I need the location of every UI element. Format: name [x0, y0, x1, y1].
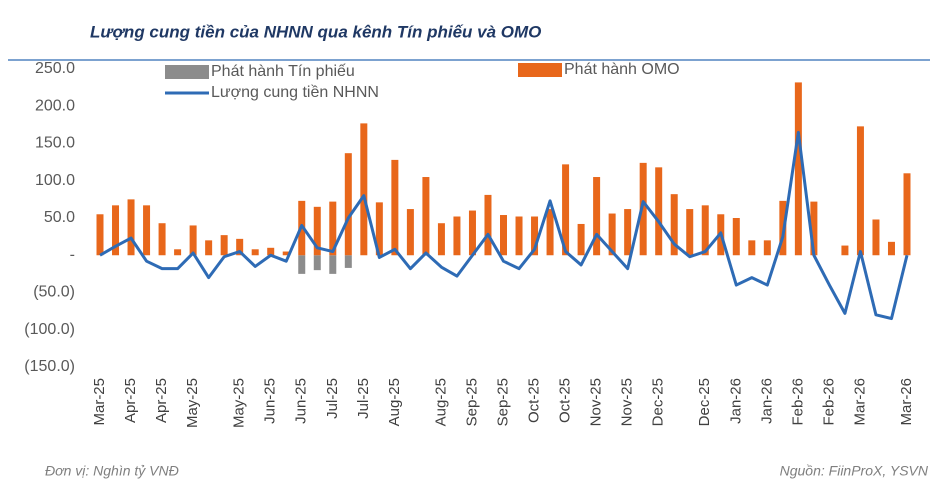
bar: [593, 177, 601, 256]
x-tick-label: May-25: [184, 378, 201, 428]
bar: [500, 215, 507, 256]
y-tick-label: 250.0: [35, 60, 75, 77]
x-tick-label: Oct-25: [526, 378, 543, 423]
bar: [562, 164, 570, 256]
legend-label: Phát hành Tín phiếu: [211, 63, 355, 80]
x-tick-label: Nov-25: [588, 378, 605, 426]
bar: [608, 213, 616, 256]
bar: [189, 225, 197, 256]
bar: [531, 216, 539, 256]
bar: [624, 209, 632, 256]
bar: [251, 249, 259, 256]
bar: [143, 205, 151, 256]
bar: [329, 201, 337, 256]
bar: [329, 255, 337, 274]
bar: [639, 162, 647, 256]
bar: [732, 218, 740, 256]
bar: [344, 255, 352, 268]
source: Nguồn: FiinProX, YSVN: [780, 463, 929, 479]
x-tick-label: Aug-25: [386, 378, 403, 426]
x-tick-label: Mar-26: [851, 378, 868, 426]
x-tick-label: Sep-25: [494, 378, 511, 426]
x-tick-label: Dec-25: [696, 378, 713, 426]
x-tick-label: May-25: [231, 378, 248, 428]
y-tick-label: (50.0): [33, 284, 75, 301]
bar: [391, 159, 399, 256]
bar: [515, 216, 523, 256]
bar: [841, 245, 849, 256]
y-tick-label: 100.0: [35, 172, 75, 189]
bar: [205, 240, 213, 256]
y-tick-label: (100.0): [24, 321, 75, 338]
bar: [810, 201, 818, 256]
bar: [220, 235, 228, 256]
y-tick-label: 50.0: [44, 209, 75, 226]
bar: [670, 194, 678, 256]
x-tick-label: Jan-26: [758, 378, 775, 424]
bar: [360, 123, 368, 256]
x-tick-label: Feb-26: [789, 378, 806, 426]
legend-swatch: [165, 65, 209, 79]
x-tick-label: Apr-25: [122, 378, 139, 423]
x-tick-label: Mar-26: [898, 378, 915, 426]
bar: [453, 216, 461, 256]
x-tick-label: Jun-25: [293, 378, 310, 424]
bar: [655, 167, 663, 256]
bar: [96, 214, 104, 256]
bar: [887, 241, 895, 256]
legend-label: Lượng cung tiền NHNN: [211, 84, 379, 101]
bar: [686, 209, 694, 256]
bar: [468, 210, 476, 256]
y-tick-label: 200.0: [35, 97, 75, 114]
bar: [112, 205, 120, 256]
bar: [282, 251, 290, 256]
bar: [344, 153, 352, 256]
x-tick-label: Apr-25: [153, 378, 170, 423]
bar: [236, 238, 244, 256]
bar: [375, 202, 383, 256]
bar: [748, 240, 756, 256]
chart-title: Lượng cung tiền của NHNN qua kênh Tín ph…: [90, 22, 541, 41]
x-tick-label: Jul-25: [355, 378, 372, 419]
bar: [437, 223, 445, 256]
x-tick-label: Jul-25: [324, 378, 341, 419]
x-tick-label: Oct-25: [557, 378, 574, 423]
x-tick-label: Mar-25: [91, 378, 108, 426]
bar: [313, 255, 321, 271]
x-tick-label: Dec-25: [650, 378, 667, 426]
bar: [158, 223, 166, 256]
bar: [763, 240, 771, 256]
bar: [577, 223, 585, 256]
bar: [794, 82, 802, 256]
bar: [872, 219, 880, 256]
bar: [406, 209, 414, 256]
line: [99, 130, 909, 321]
bar: [546, 209, 554, 256]
legend-swatch: [518, 63, 562, 77]
bar: [701, 205, 709, 256]
bar: [313, 206, 321, 256]
bar: [422, 177, 430, 256]
footnote: Đơn vị: Nghìn tỷ VNĐ: [45, 463, 179, 479]
x-tick-label: Aug-25: [432, 378, 449, 426]
bar: [267, 247, 275, 256]
y-tick-label: 150.0: [35, 135, 75, 152]
y-tick-label: -: [70, 246, 75, 263]
bar: [484, 194, 492, 256]
legend-label: Phát hành OMO: [564, 61, 680, 78]
y-tick-label: (150.0): [24, 358, 75, 375]
x-tick-label: Nov-25: [619, 378, 636, 426]
bar: [174, 249, 182, 256]
bar: [298, 255, 306, 274]
x-tick-label: Sep-25: [463, 378, 480, 426]
bar: [127, 199, 135, 256]
x-tick-label: Jan-26: [727, 378, 744, 424]
bar: [856, 126, 864, 256]
bar: [903, 173, 911, 256]
x-tick-label: Jun-25: [262, 378, 279, 424]
x-tick-label: Feb-26: [820, 378, 837, 426]
